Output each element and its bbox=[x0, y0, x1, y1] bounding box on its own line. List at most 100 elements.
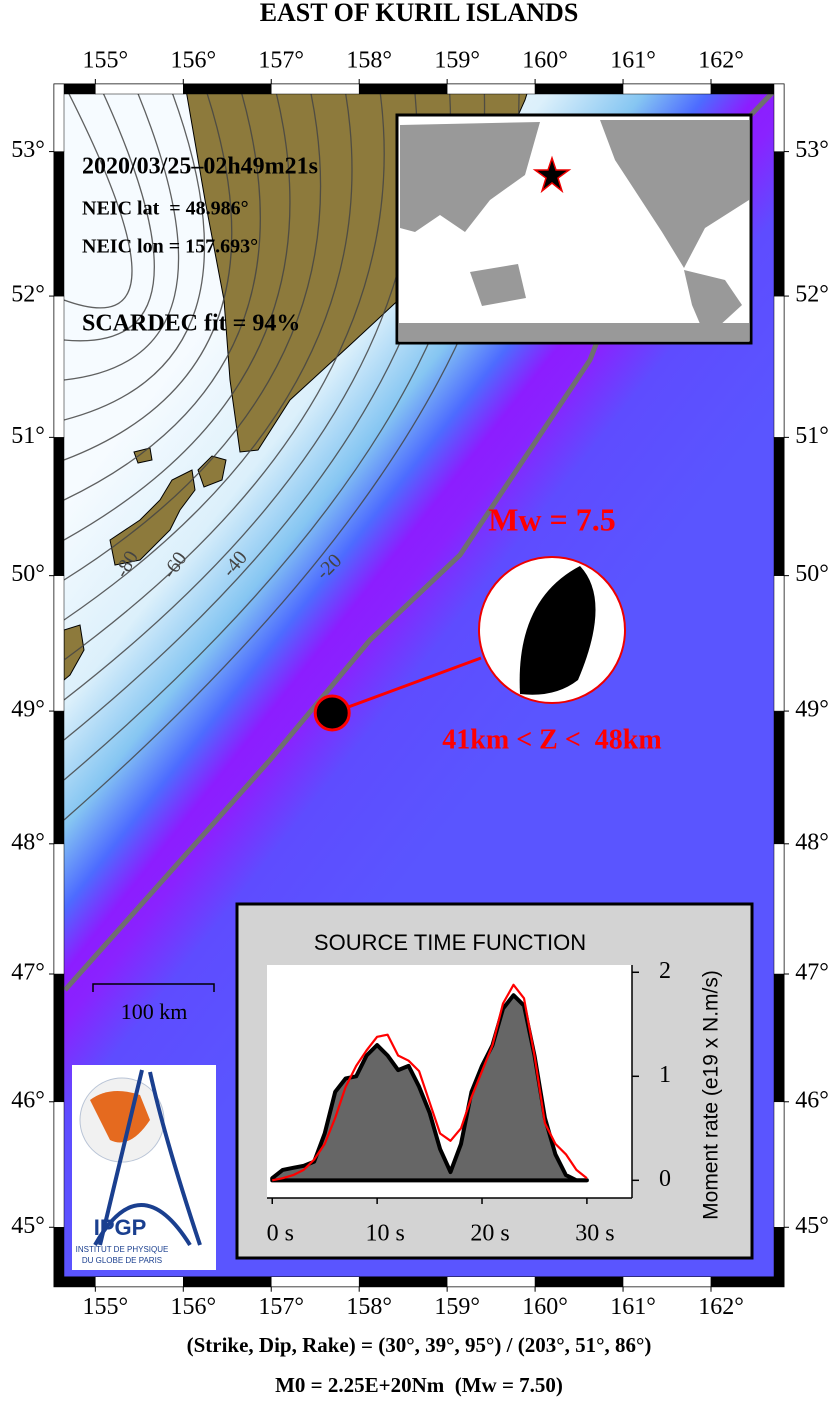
x-tick-label: 155° bbox=[83, 48, 129, 74]
x-tick-label: 160° bbox=[522, 48, 568, 74]
contour bbox=[64, 94, 385, 661]
frame-block bbox=[622, 1276, 712, 1287]
x-tick-label: 0 s bbox=[267, 1221, 294, 1247]
frame-block bbox=[53, 1227, 65, 1287]
frame-block bbox=[358, 1276, 448, 1287]
map-title: EAST OF KURIL ISLANDS bbox=[260, 0, 579, 27]
y-tick-label: 45° bbox=[795, 1213, 829, 1239]
frame-block bbox=[53, 1101, 65, 1228]
x-tick-label: 30 s bbox=[575, 1221, 614, 1247]
contour bbox=[64, 94, 353, 621]
contour bbox=[64, 94, 291, 541]
event-lon: NEIC lon = 157.693° bbox=[82, 236, 258, 258]
island bbox=[197, 455, 227, 488]
contour bbox=[64, 94, 155, 342]
frame-block bbox=[53, 83, 65, 152]
x-tick-label: 162° bbox=[698, 1294, 744, 1320]
frame-block bbox=[446, 83, 536, 95]
y-tick-label: 45° bbox=[11, 1213, 45, 1239]
frame-block bbox=[95, 1276, 184, 1287]
x-tick-label: 10 s bbox=[365, 1221, 404, 1247]
frame-block bbox=[534, 83, 624, 95]
x-tick-label: 157° bbox=[258, 1294, 304, 1320]
frame-block bbox=[710, 1276, 785, 1287]
frame-block bbox=[53, 295, 65, 438]
y-tick-label: 46° bbox=[795, 1087, 829, 1113]
y-tick-label: 46° bbox=[11, 1087, 45, 1113]
stf-panel: SOURCE TIME FUNCTION Moment rate (e19 x … bbox=[235, 902, 754, 1260]
frame-block bbox=[53, 437, 65, 576]
contour bbox=[64, 94, 233, 461]
y-tick-label: 49° bbox=[795, 697, 829, 723]
y-tick-label: 52° bbox=[795, 282, 829, 308]
y-tick-label: 51° bbox=[795, 423, 829, 449]
y-tick-label: 48° bbox=[795, 829, 829, 855]
scale-label: 100 km bbox=[121, 999, 188, 1024]
y-tick-label: 0 bbox=[659, 1166, 671, 1192]
frame-block bbox=[53, 151, 65, 297]
x-tick-label: 157° bbox=[258, 48, 304, 74]
continent bbox=[399, 323, 749, 341]
map-frame bbox=[49, 79, 789, 1292]
logo-line: DU GLOBE DE PARIS bbox=[82, 1256, 162, 1265]
y-tick-label: 52° bbox=[11, 282, 45, 308]
frame-block bbox=[53, 973, 65, 1103]
beachball-fill bbox=[519, 566, 596, 695]
y-tick-label: 2 bbox=[659, 958, 671, 984]
y-tick-label: 53° bbox=[11, 137, 45, 163]
x-tick-label: 156° bbox=[170, 48, 216, 74]
frame-block bbox=[358, 83, 448, 95]
x-tick-label: 160° bbox=[522, 1294, 568, 1320]
frame-block bbox=[183, 83, 272, 95]
stf-chart: 0 s 10 s 20 s 30 s 0 1 2 bbox=[267, 958, 671, 1247]
frame-block bbox=[53, 843, 65, 975]
frame-block bbox=[53, 575, 65, 712]
island bbox=[109, 469, 196, 566]
y-tick-label: 51° bbox=[11, 423, 45, 449]
frame-block bbox=[710, 83, 785, 95]
chart-title: SOURCE TIME FUNCTION bbox=[314, 930, 586, 955]
contour bbox=[64, 94, 206, 421]
continent bbox=[684, 270, 742, 338]
epicenter bbox=[313, 694, 351, 732]
y-axis-label: Moment rate (e19 x N.m/s) bbox=[700, 970, 723, 1220]
x-tick-label: 159° bbox=[434, 1294, 480, 1320]
frame-block bbox=[270, 83, 360, 95]
footer: M0 = 2.25E+20Nm (Mw = 7.50) bbox=[275, 1373, 563, 1397]
x-tick-label: 20 s bbox=[470, 1221, 509, 1247]
y-tick-label: 49° bbox=[11, 697, 45, 723]
x-tick-label: 158° bbox=[346, 48, 392, 74]
logo-arcs bbox=[93, 1069, 202, 1247]
depth: 41km < Z < 48km bbox=[442, 724, 661, 755]
y-tick-label: 53° bbox=[795, 137, 829, 163]
x-tick-label: 161° bbox=[610, 1294, 656, 1320]
magnitude: Mw = 7.5 bbox=[488, 501, 616, 537]
frame-block bbox=[773, 843, 785, 975]
beachball bbox=[478, 556, 626, 704]
x-tick-label: 156° bbox=[170, 1294, 216, 1320]
frame-block bbox=[183, 1276, 272, 1287]
frame-block bbox=[270, 1276, 360, 1287]
island bbox=[133, 447, 153, 464]
y-tick-label: 50° bbox=[11, 561, 45, 587]
event-star bbox=[532, 155, 572, 194]
continent bbox=[470, 264, 526, 306]
frame-block bbox=[773, 1101, 785, 1228]
x-tick-label: 158° bbox=[346, 1294, 392, 1320]
frame-block bbox=[773, 710, 785, 845]
contour bbox=[64, 94, 261, 501]
contour bbox=[64, 94, 133, 309]
logo: IPGP INSTITUT DE PHYSIQUE DU GLOBE DE PA… bbox=[72, 1065, 216, 1270]
beachball-link bbox=[331, 656, 482, 715]
frame-block bbox=[95, 83, 184, 95]
frame-block bbox=[773, 973, 785, 1103]
y-tick-label: 48° bbox=[11, 829, 45, 855]
y-tick-label: 1 bbox=[659, 1062, 671, 1088]
stf-area bbox=[270, 993, 589, 1183]
world-inset bbox=[395, 113, 753, 345]
contour bbox=[64, 94, 180, 381]
x-tick-label: 159° bbox=[434, 48, 480, 74]
frame-block bbox=[773, 437, 785, 576]
x-tick-label: 161° bbox=[610, 48, 656, 74]
logo-line: INSTITUT DE PHYSIQUE bbox=[76, 1245, 169, 1254]
